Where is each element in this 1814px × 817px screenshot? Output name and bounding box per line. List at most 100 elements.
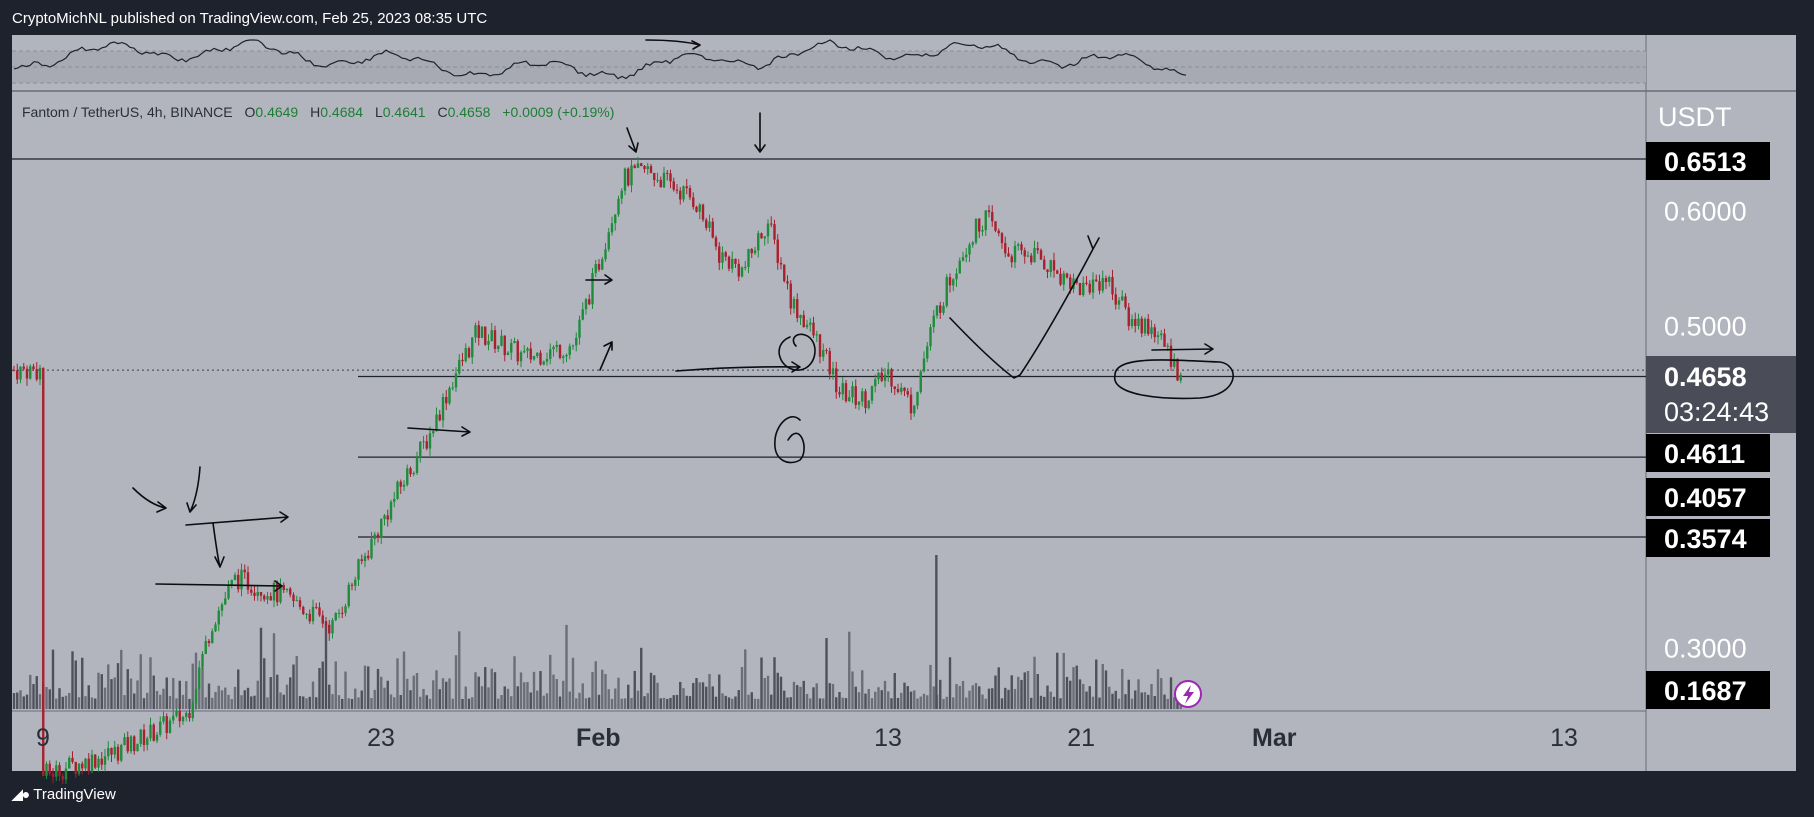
tradingview-logo[interactable]: ◢● TradingView (12, 786, 116, 803)
volume-bar (721, 693, 724, 709)
volume-bar (383, 687, 386, 709)
candle-body (854, 386, 857, 405)
volume-bar (945, 696, 948, 709)
candle-body (458, 359, 461, 374)
candle-body (744, 266, 747, 268)
candle-body (929, 327, 932, 347)
candle-body (285, 588, 289, 591)
volume-bar (159, 694, 162, 709)
candle-body (688, 188, 692, 198)
volume-bar (1134, 690, 1137, 709)
candle-body (835, 368, 838, 393)
volume-bar (94, 698, 97, 709)
candle-body (705, 219, 708, 228)
candle-body (269, 596, 272, 601)
candle-body (851, 386, 854, 398)
volume-bar (890, 698, 893, 709)
lightning-icon[interactable] (1174, 680, 1202, 708)
volume-bar (214, 691, 217, 709)
volume-bar (828, 683, 831, 709)
candle-body (708, 221, 711, 228)
candle-body (1176, 358, 1179, 381)
candle-body (617, 198, 620, 215)
volume-bar (916, 698, 919, 709)
candle-body (32, 366, 35, 370)
volume-bar (958, 685, 961, 709)
candle-body (71, 757, 74, 762)
volume-bar (835, 697, 838, 709)
volume-bar (610, 698, 614, 709)
volume-bar (617, 677, 620, 709)
volume-bar (815, 683, 818, 709)
volume-bar (1023, 672, 1026, 709)
volume-bar (490, 668, 493, 709)
volume-bar (666, 698, 669, 709)
volume-bar (422, 688, 425, 709)
volume-bar (555, 679, 558, 709)
volume-bar (734, 696, 737, 709)
volume-bar (207, 683, 211, 709)
volume-bar (1101, 663, 1104, 709)
volume-bar (175, 698, 178, 709)
volume-bar (256, 680, 259, 709)
candle-body (120, 745, 123, 761)
candle-body (19, 366, 22, 380)
time-axis[interactable] (12, 711, 1796, 771)
candle-body (360, 559, 363, 562)
volume-bar (906, 686, 909, 709)
candle-body (308, 613, 311, 622)
main-pane[interactable] (12, 91, 1646, 711)
volume-bar (35, 676, 38, 709)
candle-body (656, 179, 659, 181)
volume-bar (45, 687, 48, 709)
candle-body (604, 249, 607, 260)
volume-bar (1160, 678, 1163, 709)
volume-bar (757, 698, 760, 709)
candle-body (354, 579, 357, 586)
price-label: 0.3574 (1664, 524, 1747, 554)
candle-body (552, 346, 555, 350)
volume-bar (441, 678, 445, 709)
candle-body (994, 221, 997, 231)
volume-bar (997, 667, 1000, 709)
candle-body (337, 612, 341, 614)
volume-bar (74, 660, 77, 709)
candle-body (12, 370, 16, 372)
volume-bar (22, 696, 25, 709)
volume-bar (968, 690, 971, 709)
candle-body (347, 584, 350, 607)
candle-body (61, 775, 64, 780)
candle-body (825, 350, 828, 352)
candle-body (997, 230, 1000, 234)
volume-bar (315, 697, 318, 709)
candle-body (614, 214, 617, 224)
candle-body (919, 371, 922, 392)
volume-bar (630, 697, 633, 709)
volume-bar (308, 696, 311, 709)
volume-bar (110, 679, 113, 709)
volume-bar (77, 697, 81, 709)
candle-body (315, 606, 318, 608)
volume-bar (1156, 669, 1160, 709)
candle-body (724, 252, 727, 257)
candle-body (1059, 273, 1062, 285)
candle-body (22, 366, 25, 369)
candle-body (233, 574, 237, 581)
candle-body (610, 223, 614, 233)
volume-bar (16, 692, 19, 709)
volume-bar (243, 690, 246, 709)
close-value: 0.4658 (448, 104, 491, 120)
volume-bar (461, 698, 464, 709)
volume-bar (484, 667, 487, 709)
candle-body (243, 569, 246, 573)
candle-body (623, 168, 627, 191)
volume-bar (389, 694, 393, 709)
candle-body (116, 746, 120, 761)
volume-bar (445, 681, 448, 709)
candle-body (636, 163, 640, 168)
candle-body (718, 246, 721, 263)
volume-bar (103, 687, 107, 709)
volume-bar (519, 672, 523, 709)
volume-bar (51, 649, 55, 709)
